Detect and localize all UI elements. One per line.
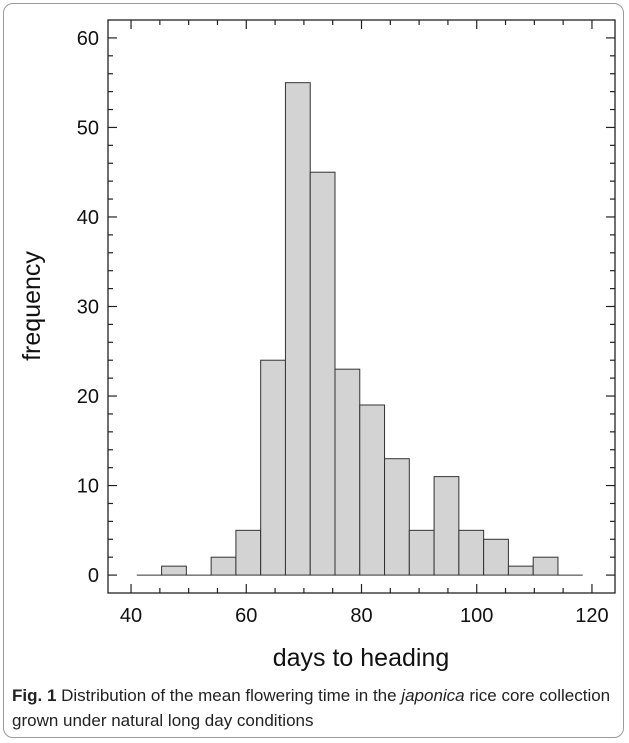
histogram-bar — [408, 529, 435, 576]
y-tick-label: 50 — [77, 117, 99, 139]
x-tick-label: 120 — [575, 605, 608, 627]
y-tick-label: 30 — [77, 297, 99, 319]
histogram-bar — [284, 82, 311, 576]
caption-text-1: Distribution of the mean flowering time … — [56, 686, 402, 705]
figure-caption: Fig. 1 Distribution of the mean flowerin… — [12, 683, 612, 733]
histogram-bar — [458, 529, 485, 576]
histogram-bars — [136, 82, 583, 576]
y-axis-label: frequency — [18, 251, 46, 361]
x-tick-label: 100 — [460, 605, 493, 627]
x-tick-label: 80 — [350, 605, 372, 627]
y-tick-label: 40 — [77, 207, 99, 229]
caption-label: Fig. 1 — [12, 686, 57, 705]
histogram-bar — [359, 404, 386, 576]
histogram-bar — [161, 565, 187, 576]
caption-text-2: rice core collection grown under natural… — [12, 686, 611, 730]
axis-tick-labels: 0 10 20 30 40 50 60 40 60 80 100 120 — [77, 28, 609, 627]
histogram-bar — [210, 556, 237, 576]
x-tick-label: 60 — [235, 605, 257, 627]
y-tick-label: 60 — [77, 28, 99, 50]
y-tick-label: 20 — [77, 386, 99, 408]
histogram-bar — [309, 171, 336, 576]
axis-ticks — [108, 20, 615, 593]
histogram-bar — [334, 368, 361, 576]
y-tick-label: 10 — [77, 476, 99, 498]
histogram-bar — [260, 359, 286, 576]
figure-frame — [3, 3, 624, 738]
histogram-bar — [235, 529, 262, 576]
histogram-chart: 0 10 20 30 40 50 60 40 60 80 100 120 days to headin… — [18, 19, 616, 672]
histogram-bar — [483, 538, 509, 576]
histogram-bar — [532, 556, 559, 576]
x-tick-label: 40 — [120, 605, 142, 627]
histogram-bar — [433, 476, 460, 576]
y-tick-label: 0 — [88, 565, 99, 587]
histogram-bar — [384, 458, 410, 576]
x-axis-label: days to heading — [273, 644, 450, 672]
caption-species: japonica — [401, 686, 465, 705]
histogram-bar — [507, 565, 534, 576]
